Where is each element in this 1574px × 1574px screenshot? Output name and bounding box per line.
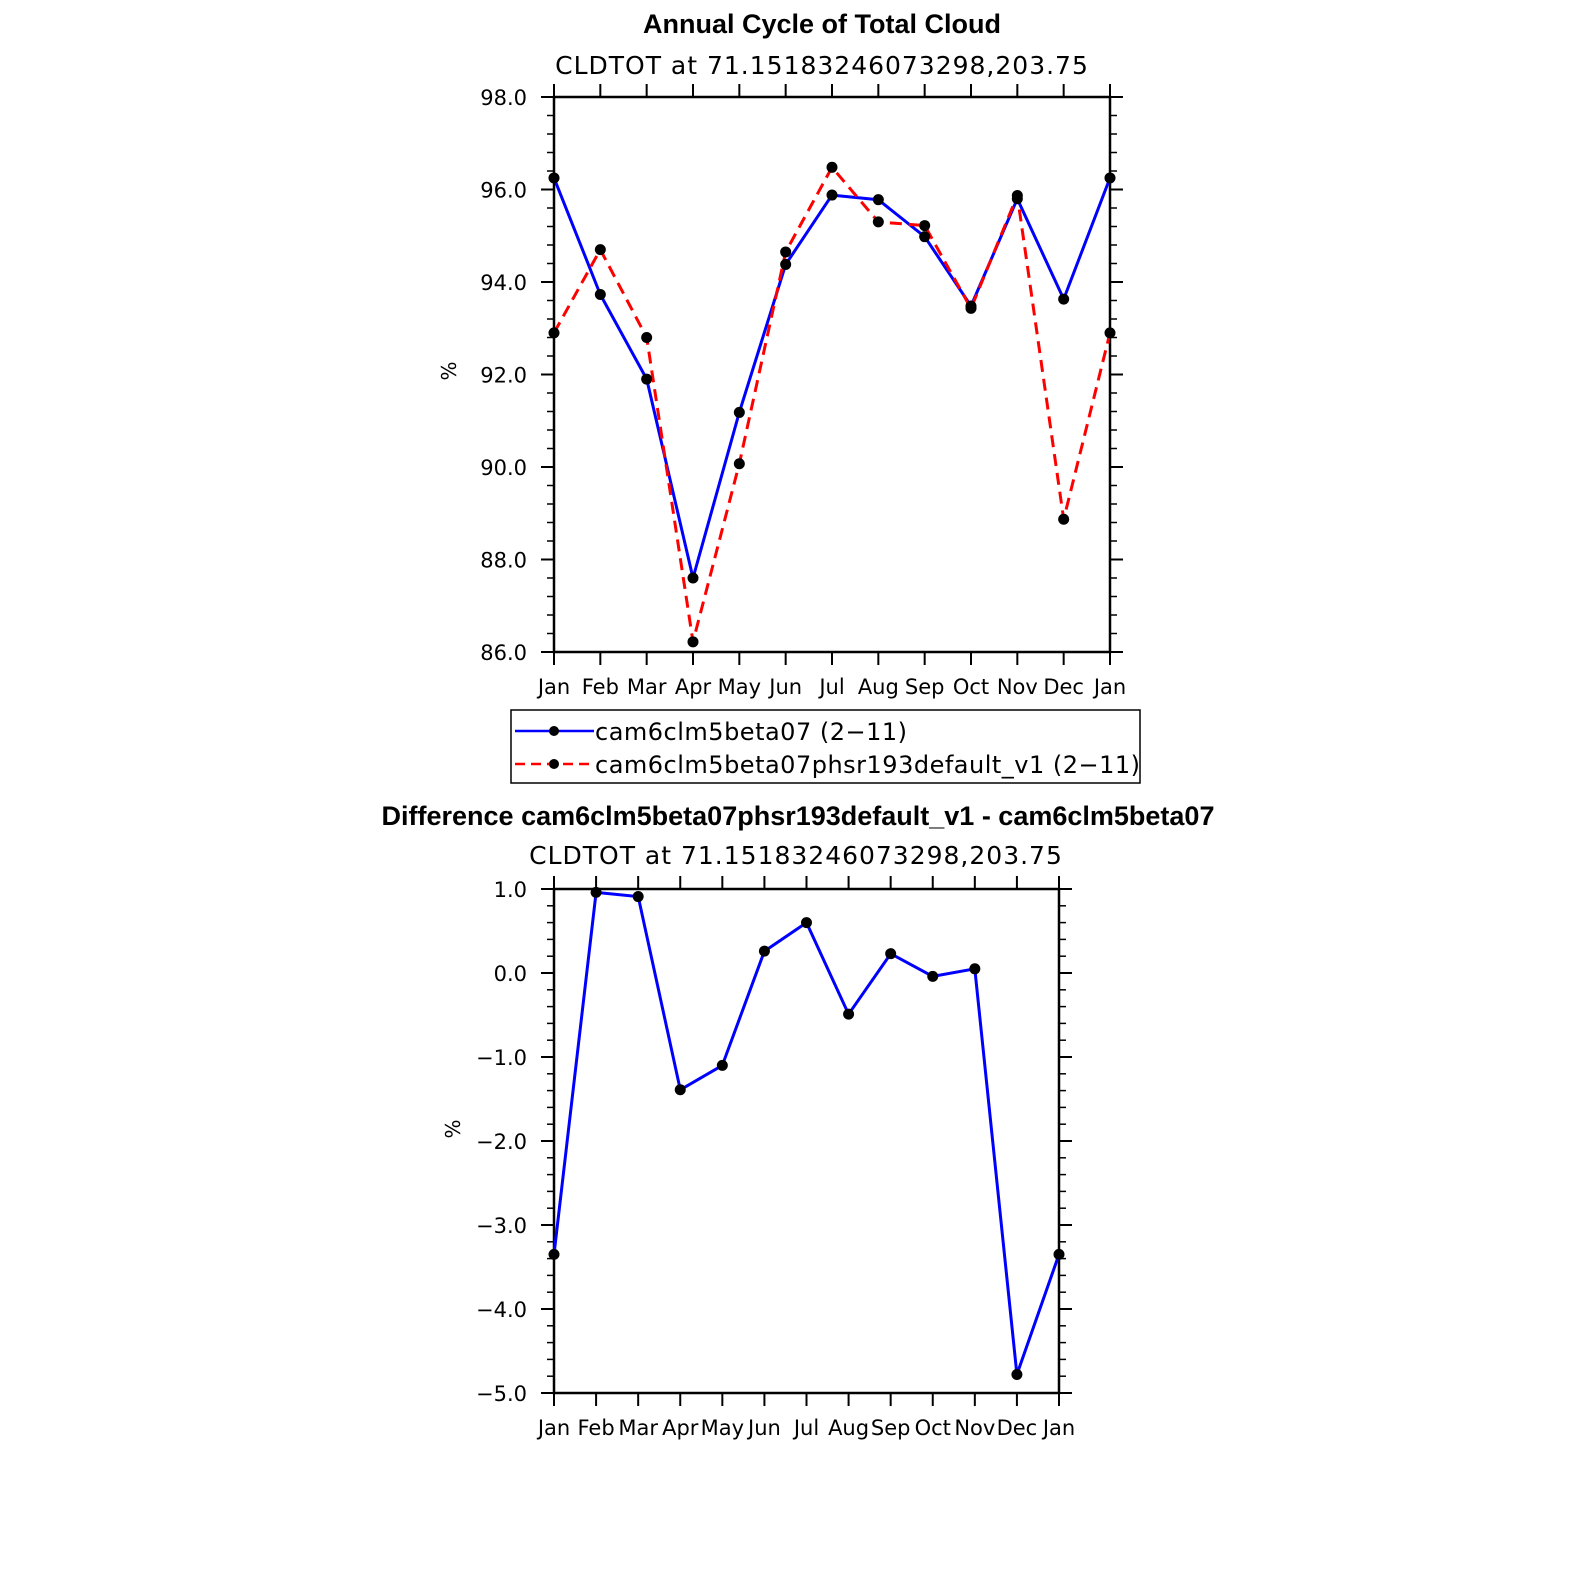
chart2-x-tick-label: Feb — [577, 1416, 614, 1440]
chart1-series-1-line — [552, 177, 1112, 580]
legend-box — [510, 709, 1141, 784]
chart1-y-tick-label: 98.0 — [480, 86, 527, 110]
chart1-y-tick-label: 96.0 — [480, 179, 527, 203]
chart1-series-2-point — [965, 302, 977, 314]
chart1-series-1-point — [548, 172, 560, 184]
chart2-x-tick-label: Oct — [915, 1416, 951, 1440]
chart1-x-tick-label: Dec — [1043, 675, 1084, 699]
chart2-ylabel: % — [441, 1119, 465, 1138]
chart1-series-1-point — [687, 572, 699, 584]
chart1-x-tick-label: Jun — [767, 675, 802, 699]
chart1-series-1-point — [826, 189, 838, 201]
chart2-x-tick-label: Mar — [618, 1416, 658, 1440]
chart1-series-1-point — [1058, 293, 1070, 305]
chart2-series-1-point — [969, 963, 981, 975]
chart2-y-tick-label: −2.0 — [476, 1130, 527, 1154]
chart1-series-1-point — [641, 373, 653, 385]
chart1-series-2-point — [548, 327, 560, 339]
chart2-series-1-point — [927, 970, 939, 982]
chart1-x-tick-label: May — [718, 675, 761, 699]
chart2-series-1-point — [716, 1059, 728, 1071]
chart2-x-tick-label: May — [701, 1416, 744, 1440]
chart1-series-2-point — [1058, 513, 1070, 525]
chart1-series-2-point — [733, 458, 745, 470]
chart2-x-tick-label: Dec — [997, 1416, 1038, 1440]
chart2-y-tick-label: −1.0 — [476, 1046, 527, 1070]
chart1-x-tick-label: Jul — [817, 675, 844, 699]
chart1-x-tick-label: Mar — [627, 675, 667, 699]
chart1-x-tick-label: Oct — [953, 675, 989, 699]
chart1-x-tick-label: Feb — [582, 675, 619, 699]
chart2-series-1-point — [885, 948, 897, 960]
chart2-x-tick-label: Nov — [954, 1416, 995, 1440]
chart1-series-2-point — [594, 244, 606, 256]
chart1-series-2-line — [552, 165, 1112, 644]
chart1-x-tick-label: Aug — [858, 675, 899, 699]
chart1-series-1-point — [1104, 172, 1116, 184]
chart2-x-tick-label: Jan — [1041, 1416, 1075, 1440]
chart1-y-tick-label: 90.0 — [480, 456, 527, 480]
chart1-x-tick-label: Sep — [905, 675, 945, 699]
chart1-x-tick-label: Apr — [675, 675, 712, 699]
chart1-series-1-point — [780, 258, 792, 270]
chart1-series-1-point — [594, 288, 606, 300]
legend: cam6clm5beta07 (2−11) cam6clm5beta07phsr… — [510, 709, 1141, 784]
legend-label-series-2: cam6clm5beta07phsr193default_v1 (2−11) — [595, 751, 1141, 779]
chart2-title: Difference cam6clm5beta07phsr193default_… — [382, 801, 1215, 831]
chart1-series-2-point — [1011, 190, 1023, 202]
chart1-subtitle: CLDTOT at 71.15183246073298,203.75 — [555, 51, 1089, 80]
chart2-x-tick-label: Sep — [871, 1416, 911, 1440]
chart1-ylabel: % — [437, 361, 461, 380]
chart2-x-tick-label: Apr — [662, 1416, 699, 1440]
chart1-x-tick-label: Nov — [997, 675, 1038, 699]
chart2-series-1-point — [801, 917, 812, 929]
chart2-series-1-point — [1053, 1248, 1065, 1260]
legend-marker-series-2 — [549, 759, 559, 769]
chart2-series-1-point — [1011, 1369, 1023, 1381]
chart1-series-2-point — [826, 161, 838, 173]
chart2-frame — [552, 887, 1061, 1395]
chart1-series-2-point — [780, 246, 792, 258]
chart1-series-1-point — [872, 194, 884, 206]
chart1-series-2-point — [687, 636, 699, 648]
chart1-frame — [552, 95, 1112, 654]
chart1-series-2-point — [919, 220, 931, 232]
chart2-series-1-point — [590, 886, 602, 898]
chart2-series-1-point — [632, 891, 644, 903]
chart2-y-tick-label: 0.0 — [494, 962, 527, 986]
chart1-plot: Jan Feb Mar Apr May Jun Jul Aug Sep Oct Nov Dec Jan 8… — [480, 84, 1126, 699]
chart2-y-tick-label: −5.0 — [476, 1382, 527, 1406]
chart1-x-tick-label: Jan — [1092, 675, 1126, 699]
chart1-series-1-point — [919, 231, 931, 243]
chart1-series-2-point — [1104, 327, 1116, 339]
chart1-series-1-point — [733, 406, 745, 418]
chart2-series-1-point — [758, 945, 770, 957]
legend-label-series-1: cam6clm5beta07 (2−11) — [595, 718, 908, 746]
chart2-y-tick-label: −3.0 — [476, 1214, 527, 1238]
chart2-series-1-line — [552, 890, 1061, 1376]
chart1-y-tick-label: 86.0 — [480, 641, 527, 665]
chart1-y-tick-label: 94.0 — [480, 271, 527, 295]
chart2-y-tick-label: −4.0 — [476, 1298, 527, 1322]
chart2-subtitle: CLDTOT at 71.15183246073298,203.75 — [529, 841, 1063, 870]
chart1-y-tick-label: 88.0 — [480, 549, 527, 573]
chart2-series-1-point — [674, 1084, 686, 1096]
legend-marker-series-1 — [549, 726, 559, 736]
chart2-plot: Jan Feb Mar Apr May Jun Jul Aug Sep Oct Nov Dec Jan−… — [476, 876, 1075, 1440]
chart1-x-tick-label: Jan — [536, 675, 570, 699]
chart2-x-tick-label: Aug — [828, 1416, 869, 1440]
chart2-x-tick-label: Jan — [536, 1416, 570, 1440]
chart1-title: Annual Cycle of Total Cloud — [643, 9, 1001, 39]
chart1-y-tick-label: 92.0 — [480, 364, 527, 388]
chart1-series-2-point — [872, 216, 884, 228]
chart1-series-2-point — [641, 332, 653, 343]
chart2-y-tick-label: 1.0 — [494, 878, 527, 902]
chart2-series-1-point — [843, 1008, 855, 1020]
chart2-x-tick-label: Jun — [746, 1416, 781, 1440]
chart2-series-1-point — [548, 1248, 560, 1260]
chart2-x-tick-label: Jul — [792, 1416, 819, 1440]
